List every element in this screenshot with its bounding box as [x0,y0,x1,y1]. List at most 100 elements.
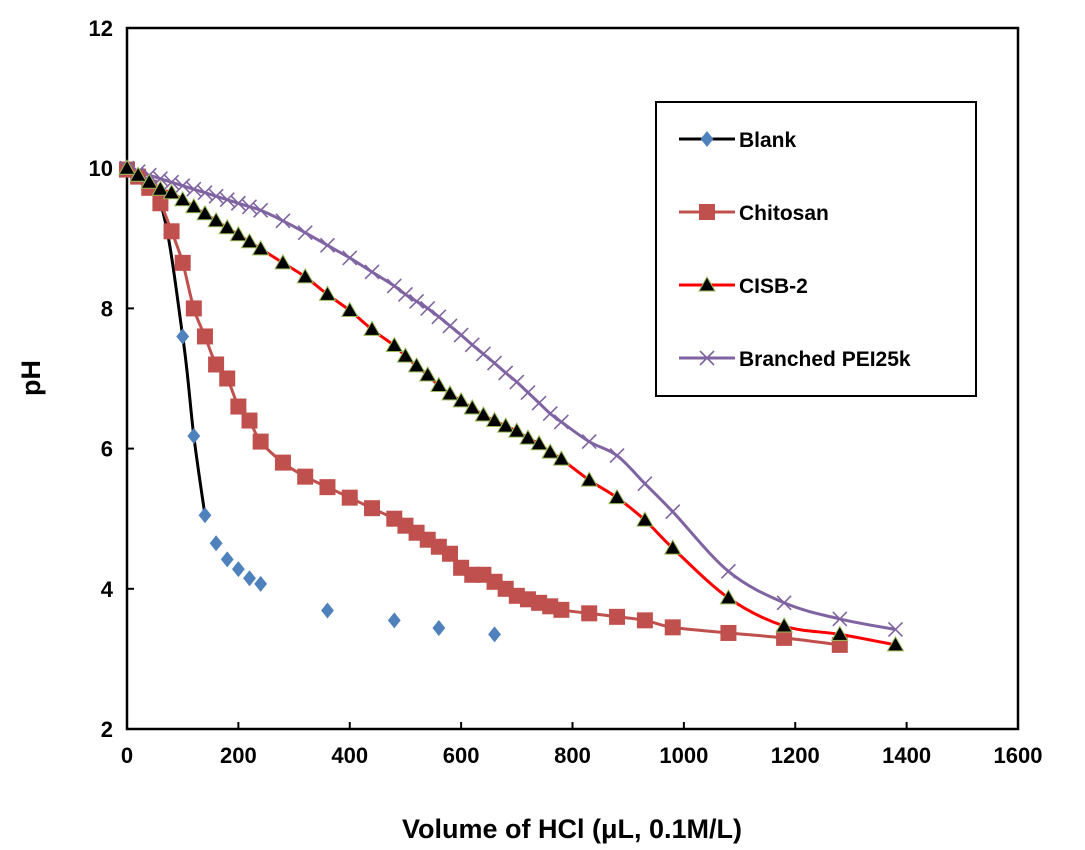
y-tick-label: 2 [101,717,113,742]
y-tick-label: 6 [101,437,113,462]
data-point-series-1 [776,629,793,646]
data-point-series-1 [208,356,225,373]
series-line-0 [125,169,207,516]
data-point-series-1 [241,412,258,429]
data-point-series-2 [296,267,315,284]
data-point-series-1 [664,619,681,636]
data-point-series-2 [385,336,404,353]
data-point-series-1 [230,398,247,415]
data-point-series-3 [609,448,625,464]
data-point-series-0 [198,507,212,524]
data-point-series-2 [363,320,381,336]
data-point-series-1 [174,254,191,271]
data-point-series-1 [441,545,458,562]
y-tick-label: 8 [101,296,113,321]
data-point-series-2 [541,443,560,459]
legend-label: Chitosan [739,202,829,225]
y-axis-title: pH [16,360,46,396]
data-point-series-3 [442,318,458,334]
data-point-series-2 [218,218,237,235]
data-point-series-2 [608,488,626,505]
data-point-series-2 [636,511,654,527]
legend-box [655,101,977,397]
data-point-series-1 [581,605,598,622]
y-tick-label: 10 [89,156,113,181]
data-point-series-3 [175,178,191,194]
tick-labels: 2 4 6 8 10 12 0 200 400 600 800 1000 1200 1400 1600 [89,16,1043,768]
data-point-series-0 [187,427,201,444]
data-point-series-3 [186,181,202,197]
data-point-series-2 [318,285,337,301]
data-point-series-3 [241,199,258,215]
data-point-series-3 [665,504,681,520]
data-point-series-3 [637,476,653,492]
data-point-series-3 [581,434,597,450]
data-point-series-3 [453,327,469,343]
data-point-series-3 [464,337,480,353]
data-point-series-2 [485,411,504,428]
data-point-series-1 [553,601,570,618]
data-point-series-3 [420,300,436,316]
data-point-series-2 [441,384,459,401]
data-point-series-0 [321,602,334,619]
data-point-series-0 [176,328,190,345]
legend-marker [699,350,715,366]
x-tick-label: 600 [443,743,480,768]
data-point-series-2 [196,204,214,221]
x-tick-label: 800 [554,743,591,768]
data-point-series-0 [488,626,501,643]
data-point-series-0 [231,561,245,578]
data-point-series-2 [663,539,682,555]
data-point-series-2 [151,180,170,196]
series-markers [118,159,905,653]
data-point-series-1 [636,612,653,629]
legend-marker [700,131,714,147]
data-point-series-3 [319,237,336,253]
legend-label: CISB-2 [739,275,808,298]
data-point-series-3 [342,250,358,266]
data-point-series-1 [720,624,737,641]
data-point-series-2 [173,190,192,207]
data-point-series-1 [297,468,314,485]
data-point-series-3 [887,621,904,638]
data-point-series-1 [163,223,180,240]
x-tick-label: 1200 [771,743,820,768]
data-point-series-1 [219,370,236,387]
data-point-series-1 [341,489,358,506]
data-point-series-2 [519,429,537,445]
legend-marker [699,204,715,220]
data-point-series-2 [274,253,292,270]
data-point-series-3 [197,185,213,201]
data-point-series-3 [275,213,291,229]
data-point-series-3 [409,293,425,309]
data-point-series-1 [152,195,169,212]
data-point-series-3 [720,563,736,579]
data-point-series-0 [387,612,401,629]
data-point-series-2 [496,417,515,433]
data-point-series-0 [220,551,234,568]
legend-label: Blank [739,129,797,152]
data-point-series-3 [386,278,402,294]
data-point-series-2 [463,398,482,415]
data-point-series-2 [775,616,793,633]
data-point-series-3 [297,225,313,241]
data-point-series-3 [152,171,168,187]
data-point-series-2 [552,450,571,466]
data-point-series-3 [832,611,848,627]
data-point-series-1 [196,328,213,345]
data-point-series-2 [830,625,849,641]
x-tick-label: 200 [220,743,257,768]
data-point-series-0 [209,535,223,552]
data-point-series-3 [219,192,235,208]
data-point-series-2 [474,405,493,422]
data-point-series-2 [580,471,599,487]
data-point-series-3 [498,365,514,381]
data-point-series-3 [208,188,224,204]
data-point-series-3 [542,405,558,422]
data-point-series-0 [432,620,446,637]
x-axis-title: Volume of HCl (μL, 0.1M/L) [402,814,742,844]
data-point-series-3 [364,264,380,280]
data-point-series-2 [140,173,159,189]
data-point-series-1 [831,636,848,653]
